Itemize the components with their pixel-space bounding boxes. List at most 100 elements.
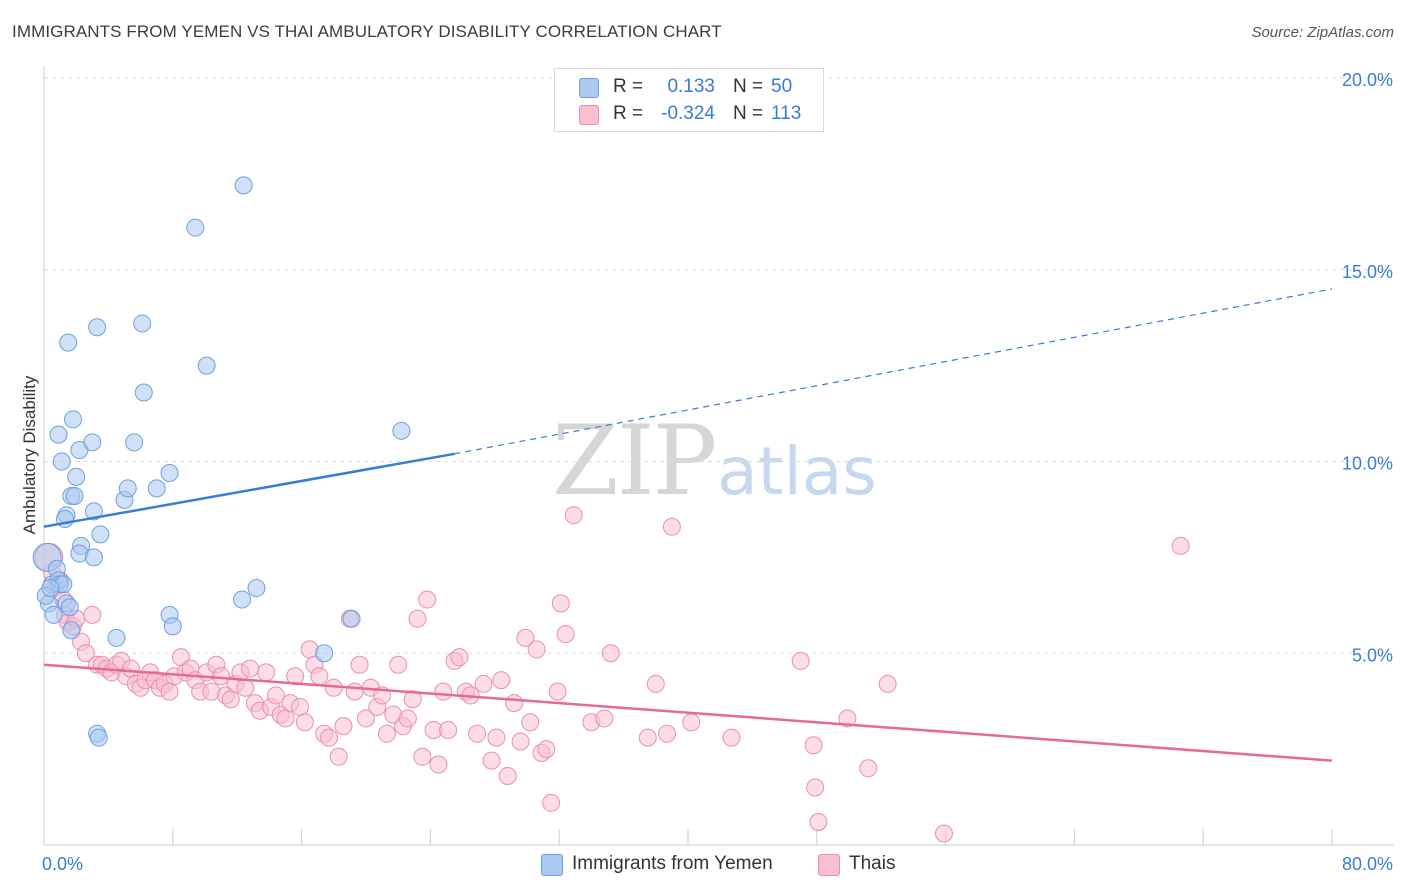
thai-point [439,720,458,739]
yemen-point [62,621,81,640]
thai-point [295,713,314,732]
r-value: -0.324 [661,103,715,124]
r-value: 0.133 [667,76,715,97]
yemen-point [44,605,63,624]
thai-point [601,644,620,663]
tick-labels: 5.0% 10.0% 15.0% 20.0% 0.0% 80.0% [42,70,1393,874]
yemen-points [32,176,411,747]
yemen-point [133,314,152,333]
yemen-point [315,644,334,663]
thai-point [1171,536,1190,555]
yemen-point [63,410,82,429]
y-tick-label: 10.0% [1342,454,1393,474]
thai-points [34,506,1190,843]
thai-point [403,690,422,709]
thai-point [658,724,677,743]
thai-point [350,655,369,674]
stats-swatch-yemen [579,78,599,98]
thai-point [310,667,329,686]
yemen-point [118,479,137,498]
thai-point [329,747,348,766]
yemen-point [52,452,71,471]
yemen-point [234,176,253,195]
yemen-point [91,525,110,544]
yemen-point [392,421,411,440]
r-label: R = [613,76,644,97]
thai-point [257,663,276,682]
yemen-point [233,590,252,609]
thai-point [551,594,570,613]
source-label: Source: ZipAtlas.com [1251,24,1394,41]
thai-point [809,812,828,831]
thai-point [838,709,857,728]
stats-swatch-thai [579,105,599,125]
thai-trend-line [43,663,1333,762]
thai-point [638,728,657,747]
thai-point [286,667,305,686]
legend-swatch-yemen [541,854,563,876]
legend-label-yemen: Immigrants from Yemen [572,853,773,874]
yemen-point [186,218,205,237]
yemen-point [60,598,79,617]
thai-point [682,713,701,732]
yemen-point [41,579,60,598]
thai-point [934,824,953,843]
stats-row-thai: R = -0.324 N = 113 [555,102,823,128]
thai-point [516,628,535,647]
yemen-trend-line [43,452,455,528]
yemen-point [83,433,102,452]
yemen-point [125,433,144,452]
thai-point [556,625,575,644]
thai-point [121,659,140,678]
r-label: R = [613,103,644,124]
yemen-point [59,333,78,352]
yemen-point [160,464,179,483]
yemen-point [89,728,108,747]
thai-point [878,674,897,693]
thai-point [521,713,540,732]
thai-point [511,732,530,751]
trend-lines [43,288,1333,762]
thai-point [505,694,524,713]
thai-point [266,686,285,705]
thai-point [319,728,338,747]
thai-point [722,728,741,747]
thai-point [398,709,417,728]
yemen-point [107,628,126,647]
watermark-zip: ZIP [552,405,717,517]
thai-point [527,640,546,659]
thai-point [564,506,583,525]
yemen-point [134,383,153,402]
stats-box: R = 0.133 N = 50 R = -0.324 N = 113 [554,68,824,132]
thai-point [595,709,614,728]
legend-swatch-thai [818,854,840,876]
legend: Immigrants from Yemen Thais [0,853,1406,877]
thai-point [83,605,102,624]
thai-point [548,682,567,701]
thai-point [492,671,511,690]
yemen-point [163,617,182,636]
thai-point [345,682,364,701]
yemen-point [342,609,361,628]
thai-point [334,717,353,736]
thai-point [276,709,295,728]
chart-title: IMMIGRANTS FROM YEMEN VS THAI AMBULATORY… [12,22,722,41]
thai-point [487,728,506,747]
thai-point [859,759,878,778]
thai-point [418,590,437,609]
n-label: N = [733,76,764,97]
thai-point [160,682,179,701]
yemen-point [49,425,68,444]
axes [43,66,1394,846]
thai-point [357,709,375,728]
thai-point [542,793,561,812]
thai-point [791,651,810,670]
y-tick-label: 5.0% [1352,645,1393,665]
yemen-point [84,548,103,567]
yemen-point [84,502,103,521]
thai-point [76,644,95,663]
yemen-point [247,579,266,598]
thai-point [434,682,453,701]
thai-point [290,697,309,716]
